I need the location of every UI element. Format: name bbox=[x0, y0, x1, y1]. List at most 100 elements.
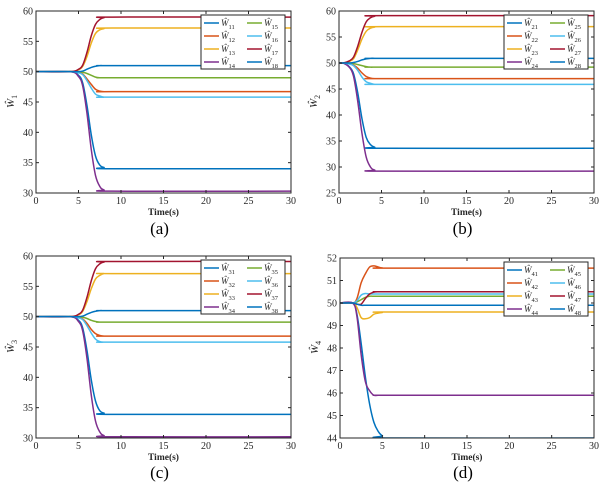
series-line-11 bbox=[36, 70, 291, 170]
legend-label-symbol: Ŵ bbox=[524, 278, 533, 288]
series-line-44 bbox=[340, 301, 594, 397]
y-tick-label: 30 bbox=[326, 163, 336, 174]
y-axis-label-subscript: 1 bbox=[10, 95, 19, 99]
y-tick-label: 46 bbox=[327, 389, 337, 400]
x-axis-label: Time(s) bbox=[148, 452, 179, 463]
panel-caption: (d) bbox=[453, 463, 473, 482]
legend-label-subscript: 17 bbox=[272, 50, 279, 57]
legend-label-symbol: Ŵ bbox=[567, 31, 576, 41]
legend-label: Ŵ43 bbox=[524, 291, 538, 304]
x-tick-label: 10 bbox=[419, 196, 429, 207]
legend-label: Ŵ36 bbox=[264, 276, 279, 289]
x-tick-label: 15 bbox=[159, 441, 169, 452]
series-line-28 bbox=[339, 57, 594, 64]
legend-label: Ŵ18 bbox=[264, 57, 278, 70]
legend-label: Ŵ12 bbox=[221, 31, 235, 44]
legend-label-subscript: 12 bbox=[229, 37, 235, 44]
x-tick-label: 20 bbox=[504, 196, 514, 207]
y-tick-label: 50 bbox=[23, 312, 33, 323]
legend-label-symbol: Ŵ bbox=[264, 18, 273, 28]
x-tick-label: 30 bbox=[286, 196, 296, 207]
legend-label: Ŵ17 bbox=[264, 44, 279, 57]
series-line-43 bbox=[340, 301, 594, 320]
y-tick-label: 35 bbox=[23, 158, 33, 169]
legend-label-symbol: Ŵ bbox=[524, 18, 533, 28]
y-axis-label: Ŵ4 bbox=[308, 341, 323, 354]
legend-label: Ŵ45 bbox=[567, 265, 581, 278]
x-tick-label: 15 bbox=[462, 196, 472, 207]
series-line-27 bbox=[339, 14, 594, 64]
y-tick-label: 47 bbox=[327, 366, 337, 377]
legend-label-subscript: 42 bbox=[532, 284, 538, 291]
legend-label-subscript: 14 bbox=[229, 63, 236, 70]
x-axis-label: Time(s) bbox=[452, 452, 483, 463]
y-tick-label: 30 bbox=[23, 189, 33, 200]
series-line-41 bbox=[340, 301, 594, 438]
legend-label-symbol: Ŵ bbox=[264, 276, 273, 286]
legend-label-subscript: 28 bbox=[575, 63, 581, 70]
legend-label: Ŵ25 bbox=[567, 18, 581, 31]
y-tick-label: 40 bbox=[326, 111, 336, 122]
legend-label: Ŵ22 bbox=[524, 31, 538, 44]
y-tick-label: 50 bbox=[326, 59, 336, 70]
y-axis-label-group: Ŵ2 bbox=[307, 95, 322, 108]
y-axis-label-subscript: 4 bbox=[314, 341, 323, 345]
legend-label-subscript: 38 bbox=[272, 308, 278, 315]
legend-label-symbol: Ŵ bbox=[221, 18, 230, 28]
legend-label-subscript: 15 bbox=[272, 24, 278, 31]
legend-label-symbol: Ŵ bbox=[524, 304, 533, 314]
series-line-14 bbox=[36, 70, 291, 193]
legend-label: Ŵ24 bbox=[524, 57, 539, 70]
y-tick-label: 51 bbox=[327, 276, 337, 287]
subplot-a: 0 5 10 15 20 25 3030354045505560Time(s)Ŵ1(a)Ŵ1… bbox=[4, 7, 296, 239]
legend-label: Ŵ23 bbox=[524, 44, 538, 57]
legend-label-symbol: Ŵ bbox=[524, 265, 533, 275]
legend-label: Ŵ32 bbox=[221, 276, 235, 289]
legend-label-subscript: 18 bbox=[272, 63, 278, 70]
y-tick-label: 40 bbox=[23, 128, 33, 139]
legend-label-symbol: Ŵ bbox=[567, 44, 576, 54]
y-tick-label: 40 bbox=[23, 373, 33, 384]
legend-label-subscript: 47 bbox=[575, 297, 582, 304]
legend-label-symbol: Ŵ bbox=[524, 44, 533, 54]
series-line-36 bbox=[36, 315, 291, 343]
legend-label: Ŵ26 bbox=[567, 31, 582, 44]
legend-label-subscript: 37 bbox=[272, 295, 279, 302]
y-tick-label: 45 bbox=[23, 343, 33, 354]
legend-label-subscript: 27 bbox=[575, 50, 582, 57]
legend-label-subscript: 48 bbox=[575, 310, 581, 317]
legend-label: Ŵ14 bbox=[221, 57, 236, 70]
x-axis-label: Time(s) bbox=[451, 207, 482, 218]
legend-label-subscript: 24 bbox=[532, 63, 539, 70]
x-tick-label: 0 bbox=[337, 196, 342, 207]
y-tick-label: 45 bbox=[23, 98, 33, 109]
subplot-b: 0 5 10 15 20 25 302530354045505560Time(s)Ŵ2(b)… bbox=[307, 7, 599, 239]
legend-label-subscript: 36 bbox=[272, 282, 279, 289]
legend-label: Ŵ21 bbox=[524, 18, 538, 31]
x-tick-label: 10 bbox=[116, 196, 126, 207]
y-tick-label: 25 bbox=[326, 189, 336, 200]
series-line-38 bbox=[36, 309, 291, 318]
legend-label-symbol: Ŵ bbox=[567, 291, 576, 301]
legend-label-symbol: Ŵ bbox=[221, 31, 230, 41]
y-axis-label-group: Ŵ4 bbox=[308, 341, 323, 354]
x-tick-label: 30 bbox=[589, 441, 599, 452]
panel-caption: (c) bbox=[150, 463, 169, 482]
x-tick-label: 25 bbox=[244, 441, 254, 452]
legend-label-subscript: 13 bbox=[229, 50, 235, 57]
legend-label-subscript: 44 bbox=[532, 310, 539, 317]
legend-label: Ŵ28 bbox=[567, 57, 581, 70]
y-tick-label: 50 bbox=[23, 67, 33, 78]
legend-label: Ŵ44 bbox=[524, 304, 539, 317]
x-tick-label: 5 bbox=[380, 441, 385, 452]
legend-label-symbol: Ŵ bbox=[567, 304, 576, 314]
legend-label-symbol: Ŵ bbox=[221, 44, 230, 54]
legend-label-symbol: Ŵ bbox=[567, 278, 576, 288]
legend-label: Ŵ33 bbox=[221, 289, 235, 302]
y-axis-label-group: Ŵ3 bbox=[4, 340, 19, 353]
legend-label-symbol: Ŵ bbox=[567, 57, 576, 67]
y-tick-label: 48 bbox=[327, 344, 337, 355]
series-line-26 bbox=[339, 62, 594, 86]
